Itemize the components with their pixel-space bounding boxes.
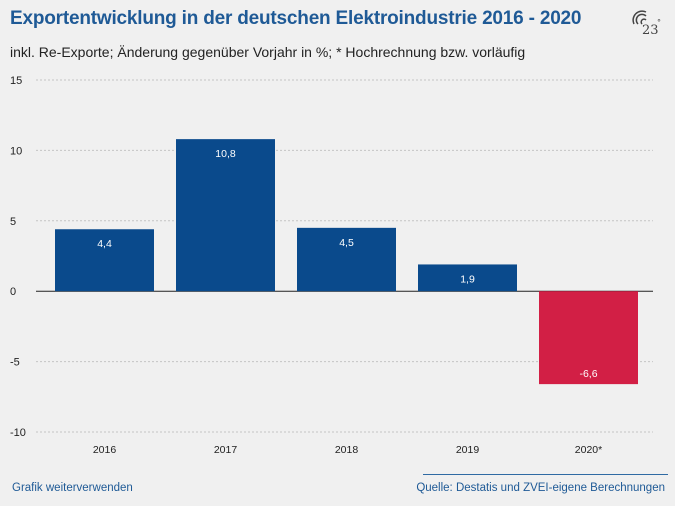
chart-title: Exportentwicklung in der deutschen Elekt… <box>10 8 582 29</box>
data-label: 1,9 <box>460 273 475 285</box>
y-tick-label: -10 <box>10 427 26 439</box>
data-label: 4,4 <box>97 238 112 250</box>
logo-degree: ° <box>657 18 661 27</box>
x-tick-label: 2016 <box>93 444 117 456</box>
y-tick-label: 15 <box>10 75 22 87</box>
x-tick-label: 2018 <box>335 444 359 456</box>
y-tick-label: -5 <box>10 357 20 369</box>
x-tick-label: 2019 <box>456 444 480 456</box>
bar <box>55 229 154 292</box>
bar <box>297 227 396 292</box>
x-tick-label: 2017 <box>214 444 238 456</box>
logo-icon: 23 ° <box>630 8 666 42</box>
y-tick-label: 0 <box>10 286 16 298</box>
y-tick-label: 5 <box>10 216 16 228</box>
x-tick-label: 2020* <box>575 444 602 456</box>
data-label: -6,6 <box>579 368 597 380</box>
share-graphic-link[interactable]: Grafik weiterverwenden <box>12 482 133 494</box>
data-label: 4,5 <box>339 237 354 249</box>
source-note: Quelle: Destatis und ZVEI-eigene Berechn… <box>416 482 665 494</box>
chart-subtitle: inkl. Re-Exporte; Änderung gegenüber Vor… <box>10 44 526 60</box>
bar <box>176 139 275 292</box>
logo-arcs-icon <box>632 10 647 25</box>
footer-divider <box>423 474 668 475</box>
bar <box>539 291 638 385</box>
y-tick-label: 10 <box>10 145 22 157</box>
logo-text: 23 <box>642 23 659 38</box>
bar <box>418 264 517 292</box>
data-label: 10,8 <box>215 148 236 160</box>
